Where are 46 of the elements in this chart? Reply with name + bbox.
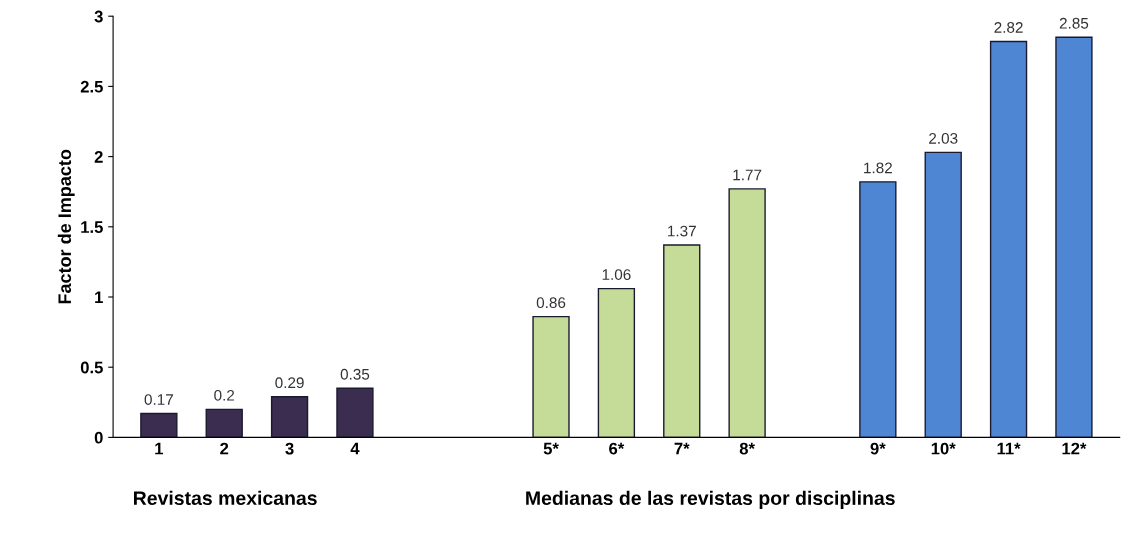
bar (1055, 36, 1093, 438)
data-label: 1.06 (602, 269, 631, 280)
x-tick-label: 11* (997, 442, 1021, 455)
x-tick-label: 7* (674, 442, 690, 455)
x-tick-label: 4 (350, 442, 360, 455)
bar (336, 387, 374, 438)
data-label: 1.37 (668, 225, 696, 237)
bar (597, 287, 636, 438)
data-label: 0.29 (275, 377, 304, 389)
bar (989, 40, 1028, 438)
y-tick-label: 0 (94, 431, 103, 444)
text: Medianas de las revistas por disciplinas (526, 490, 895, 509)
x-tick-label: 2 (220, 442, 229, 455)
y-tick-label: 2 (94, 151, 103, 163)
x-tick-label: 5* (543, 442, 559, 455)
data-label: 0.86 (536, 297, 566, 309)
data-label: 1.77 (733, 169, 762, 181)
x-tick-label: 8* (739, 442, 755, 455)
x-tick-label: 12* (1062, 442, 1087, 455)
y-tick-label: 0.5 (80, 361, 103, 374)
bar (663, 244, 701, 438)
bar (859, 181, 897, 438)
bar (728, 188, 766, 438)
x-tick-label: 10* (931, 442, 956, 455)
data-label: 2.03 (929, 132, 958, 144)
x-tick-label: 1 (155, 442, 164, 455)
y-tick-label: 1.5 (81, 221, 103, 233)
data-label: 0.17 (144, 394, 173, 405)
bar (532, 315, 570, 438)
y-axis-title: Factor de Impacto (57, 149, 75, 304)
bar (140, 412, 178, 438)
x-tick-label: 9* (870, 442, 886, 455)
y-tick-label: 3 (94, 10, 103, 23)
y-tick-label: 1 (95, 291, 103, 304)
data-label: 2.82 (994, 22, 1023, 33)
x-tick-label: 6* (609, 442, 625, 455)
x-tick-label: 3 (285, 442, 294, 455)
bar (924, 151, 962, 438)
text: Revistas mexicanas (134, 490, 317, 506)
bar (205, 408, 243, 438)
data-label: 0.2 (214, 389, 235, 401)
data-label: 2.85 (1059, 17, 1089, 29)
data-label: 1.82 (864, 162, 892, 174)
y-tick-label: 2.5 (80, 80, 103, 93)
data-label: 0.35 (340, 368, 370, 380)
bar (270, 395, 309, 438)
